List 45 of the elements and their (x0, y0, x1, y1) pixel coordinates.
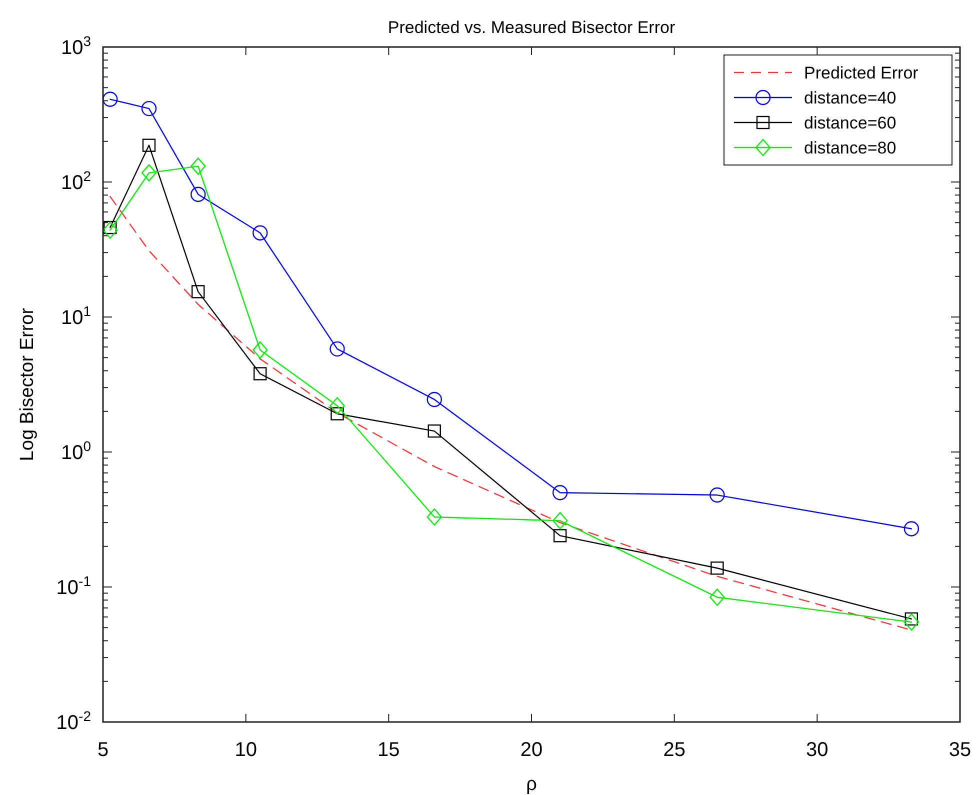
legend-label: distance=40 (804, 88, 896, 108)
point (141, 164, 157, 182)
legend-label: distance=60 (804, 114, 896, 132)
point (553, 529, 567, 542)
point (426, 392, 442, 408)
point (552, 485, 568, 500)
point (710, 588, 725, 606)
point (904, 521, 920, 536)
point (190, 186, 206, 202)
legend-label: distance=80 (804, 138, 896, 158)
legend-label: Predicted Error (804, 64, 919, 82)
point (190, 158, 206, 175)
x-tick-label: 30 (806, 739, 828, 761)
y-tick-label: 10$^{0}$ (60, 438, 92, 464)
point (252, 341, 268, 359)
point (102, 92, 118, 107)
point (102, 222, 118, 239)
x-tick-label: 20 (520, 739, 543, 761)
x-tick-label: 10 (234, 739, 257, 761)
y-tick-label: 10$^{-1}$ (56, 573, 92, 599)
point (142, 138, 156, 152)
point (141, 100, 157, 116)
x-tick-label: 25 (663, 739, 686, 761)
chart-title: Predicted vs. Measured Bisector Error (388, 18, 676, 37)
point (552, 512, 568, 530)
point (330, 341, 345, 357)
point (426, 508, 442, 526)
y-axis-title: Log Bisector Error (17, 307, 38, 462)
point (254, 367, 267, 380)
point (192, 285, 205, 298)
point (330, 407, 344, 420)
point (428, 424, 441, 438)
y-tick-label: 10$^{2}$ (60, 168, 92, 194)
point (330, 397, 345, 414)
x-tick-label: 5 (97, 739, 109, 761)
point (710, 562, 724, 575)
y-tick-label: 10$^{-2}$ (56, 708, 92, 734)
x-tick-label: 35 (948, 739, 972, 761)
x-axis-title: ρ (526, 774, 538, 795)
point (252, 225, 268, 240)
point (710, 487, 725, 503)
x-tick-label: 15 (378, 739, 400, 761)
y-tick-label: 10$^{1}$ (60, 303, 92, 329)
point (904, 613, 920, 631)
y-tick-label: 10$^{3}$ (60, 33, 92, 59)
